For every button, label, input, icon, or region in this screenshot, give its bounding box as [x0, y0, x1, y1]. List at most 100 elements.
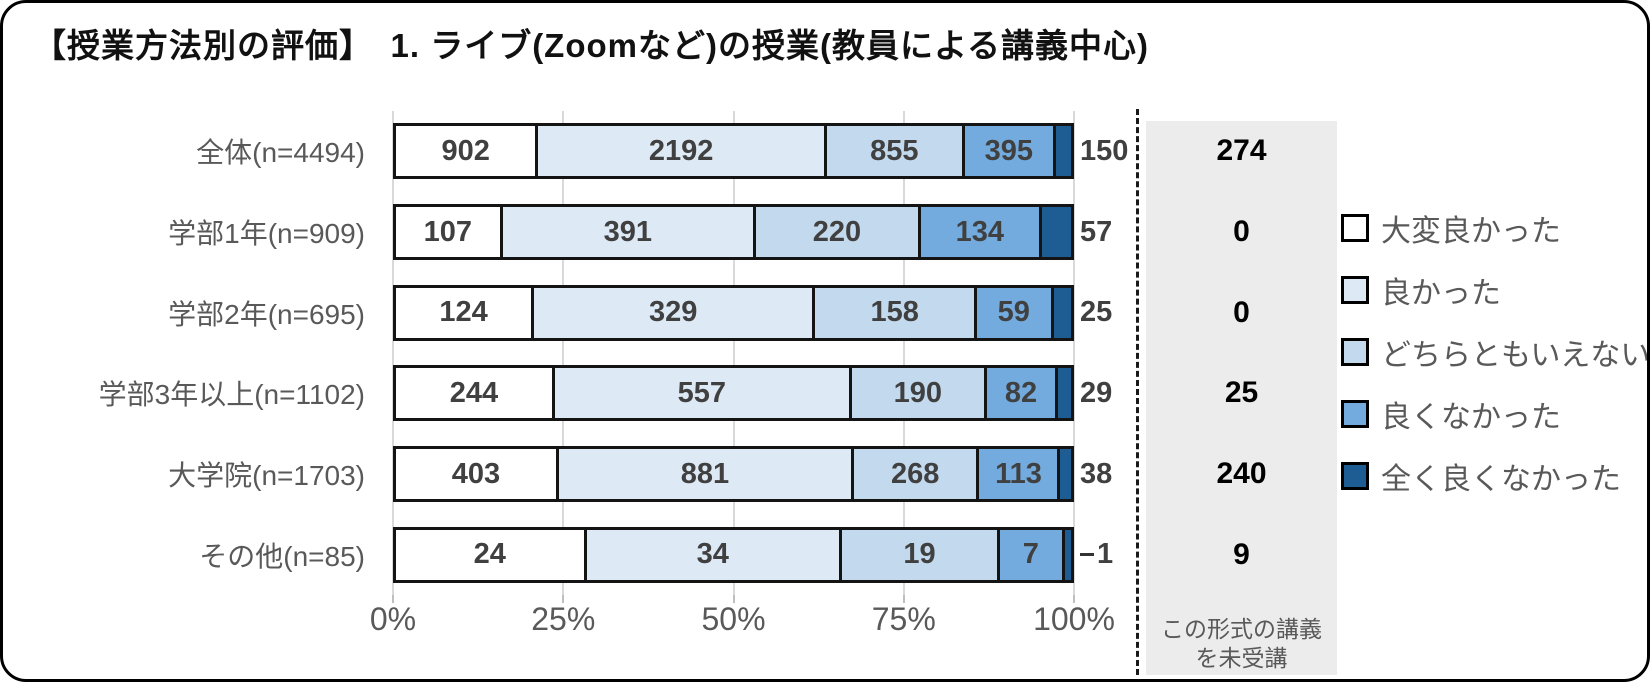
- leader-line: [1080, 553, 1094, 557]
- na-slot: 9: [1146, 514, 1337, 595]
- bar-slot: 124 329 158 59: [393, 272, 1074, 353]
- segment-value-label: 2192: [648, 134, 714, 167]
- row-label: 大学院(n=1703): [168, 460, 365, 492]
- segment-value-label: 24: [473, 538, 506, 571]
- gridline: [902, 111, 905, 595]
- bar-segment: 107: [396, 207, 503, 257]
- bar-track: 24 34 19 7: [393, 526, 1074, 583]
- na-slot: 25: [1146, 353, 1337, 434]
- bar-segment: 902: [396, 126, 539, 177]
- axis-tick-label: 0%: [369, 601, 417, 637]
- gridline: [1073, 111, 1075, 595]
- gridline: [392, 111, 394, 595]
- bar-track: 107 391 220 134: [393, 204, 1074, 260]
- bar-segment: 34: [586, 529, 842, 580]
- outside-slot: 38: [1080, 434, 1138, 515]
- row-slot: 大学院(n=1703): [3, 434, 379, 515]
- bar-segment: 24: [396, 529, 587, 580]
- gridline: [732, 111, 735, 595]
- not-attended-panel: [1146, 121, 1337, 675]
- bar-track: 244 557 190 82: [393, 365, 1074, 422]
- bar-segment: [1060, 449, 1071, 500]
- bar-segment: 190: [851, 368, 987, 419]
- na-slot: 240: [1146, 434, 1337, 515]
- dashed-separator-line: [1136, 109, 1139, 675]
- bar-segment: 403: [396, 449, 559, 500]
- legend-swatch-icon: [1341, 462, 1369, 490]
- bar-track: 403 881 268 113: [393, 446, 1074, 503]
- segment-value-label: 107: [423, 215, 473, 248]
- legend-label: どちらともいえない: [1381, 339, 1650, 372]
- row-slot: その他(n=85): [3, 514, 379, 595]
- bar-slot: 403 881 268 113: [393, 434, 1074, 515]
- bar-segment: 395: [964, 126, 1056, 177]
- outside-value-label: 150: [1080, 134, 1129, 167]
- not-attended-value: 9: [1233, 537, 1250, 571]
- bar-track: 124 329 158 59: [393, 284, 1074, 341]
- not-attended-value: 0: [1233, 295, 1250, 329]
- segment-value-label: 403: [451, 457, 501, 490]
- bar-segment: 557: [554, 368, 852, 419]
- segment-value-label: 158: [870, 296, 919, 329]
- bar-slot: 902 2192 855 395: [393, 111, 1074, 192]
- axis-tick-mark: [1073, 595, 1075, 603]
- legend: 大変良かった 良かった どちらともいえない 良くなかった 全く良くなかった: [1341, 213, 1647, 523]
- not-attended-caption-line2: を未受講: [1195, 644, 1288, 671]
- row-label: 学部3年以上(n=1102): [98, 379, 365, 411]
- segment-value-label: 881: [680, 457, 730, 490]
- bar-segment: 59: [977, 287, 1054, 338]
- segment-value-label: 124: [439, 296, 488, 329]
- bar-segment: 124: [396, 287, 535, 338]
- axis-tick-mark: [732, 595, 735, 603]
- row-slot: 学部1年(n=909): [3, 192, 379, 273]
- row-slot: 全体(n=4494): [3, 111, 379, 192]
- bar-segment: 2192: [538, 126, 827, 177]
- outside-value-label: 25: [1080, 296, 1113, 329]
- segment-value-label: 557: [677, 376, 726, 409]
- segment-value-label: 190: [893, 376, 942, 409]
- category-axis: 全体(n=4494) 学部1年(n=909) 学部2年(n=695) 学部3年以上(n…: [3, 111, 379, 595]
- legend-item: どちらともいえない: [1341, 337, 1647, 372]
- segment-value-label: 329: [648, 296, 698, 329]
- axis-tick-label: 50%: [701, 601, 766, 637]
- not-attended-value: 274: [1216, 134, 1267, 168]
- chart-title: 【授業方法別の評価】 1. ライブ(Zoomなど)の授業(教員による講義中心): [33, 27, 1149, 64]
- segment-value-label: 244: [449, 376, 499, 409]
- segment-value-label: 59: [997, 296, 1030, 329]
- bar-segment: 268: [853, 449, 980, 500]
- segment-value-label: 7: [1022, 538, 1039, 571]
- bar-segment: 113: [979, 449, 1061, 500]
- segment-value-label: 113: [995, 457, 1042, 490]
- bar-slot: 24 34 19 7: [393, 514, 1074, 595]
- segment-value-label: 395: [984, 134, 1033, 167]
- bar-segment: 855: [827, 126, 965, 177]
- row-slot: 学部2年(n=695): [3, 272, 379, 353]
- not-attended-value: 240: [1216, 457, 1267, 491]
- outside-slot: 25: [1080, 272, 1138, 353]
- axis-tick-mark: [392, 595, 394, 603]
- outside-value-label: 38: [1080, 457, 1113, 490]
- legend-label: 全く良くなかった: [1381, 463, 1621, 496]
- outside-value-labels: 150 57 25 29 38 1: [1080, 111, 1138, 595]
- row-label: 全体(n=4494): [196, 137, 365, 169]
- legend-swatch-icon: [1341, 338, 1369, 366]
- bar-segment: [1053, 287, 1071, 338]
- outside-slot: 1: [1080, 514, 1138, 595]
- segment-value-label: 220: [812, 215, 862, 248]
- legend-label: 大変良かった: [1381, 215, 1561, 248]
- outside-slot: 150: [1080, 111, 1138, 192]
- bar-segment: [1055, 126, 1071, 177]
- segment-value-label: 855: [870, 134, 919, 167]
- bar-segment: 19: [841, 529, 1001, 580]
- legend-label: 良くなかった: [1381, 401, 1561, 434]
- bar-segment: [1041, 207, 1071, 257]
- bar-slot: 107 391 220 134: [393, 192, 1074, 273]
- gridline: [562, 111, 565, 595]
- row-label: 学部2年(n=695): [168, 298, 365, 330]
- bar-segment: 329: [534, 287, 816, 338]
- bar-segment: [1064, 529, 1071, 580]
- outside-value-label: 1: [1080, 538, 1113, 571]
- outside-slot: 29: [1080, 353, 1138, 434]
- not-attended-value: 25: [1224, 376, 1259, 410]
- bar-track: 902 2192 855 395: [393, 123, 1074, 180]
